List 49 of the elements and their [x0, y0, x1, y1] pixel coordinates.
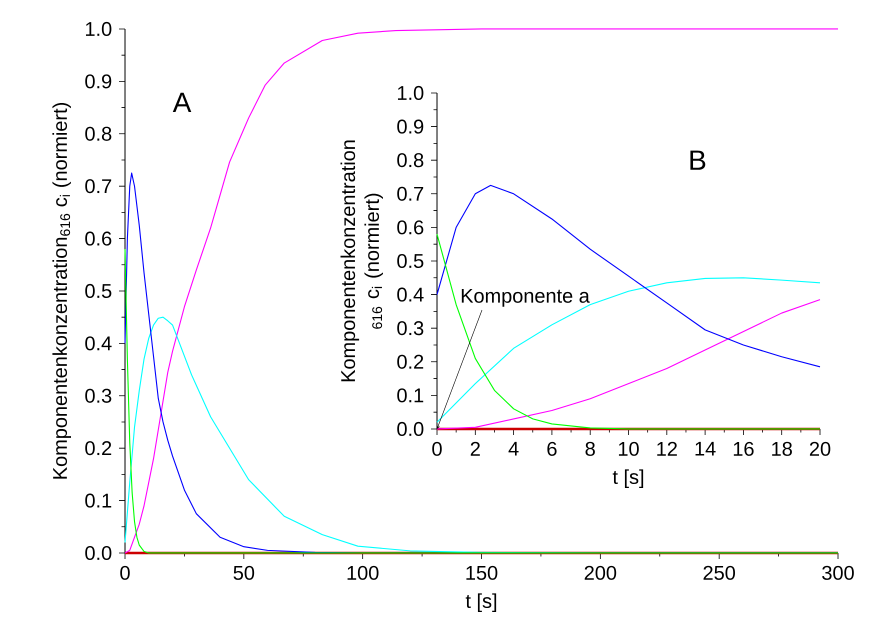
x-axis-title: t [s] — [466, 593, 496, 612]
y-tick-label: 0.5 — [397, 254, 424, 268]
x-tick-label: 300 — [822, 566, 854, 580]
annotation: B — [690, 150, 706, 170]
y-tick-label: 0.8 — [397, 153, 424, 168]
y-tick-label: 0.9 — [85, 74, 112, 88]
y-tick-label: 0.5 — [85, 284, 112, 298]
x-tick-label: 14 — [696, 442, 716, 456]
y-tick-label: 0.0 — [85, 546, 112, 560]
y-tick-label: 0.3 — [397, 321, 424, 336]
line-series — [436, 234, 821, 430]
x-tick-label: 250 — [704, 566, 736, 580]
x-tick-label: 200 — [584, 566, 616, 580]
y-tick-label: 0.1 — [397, 388, 424, 402]
x-tick-label: 10 — [618, 442, 639, 456]
line-series — [436, 184, 821, 368]
x-tick-label: 150 — [466, 566, 498, 580]
y-tick-label: 0.9 — [397, 120, 424, 134]
x-tick-label: 20 — [810, 442, 830, 456]
x-tick-label: 2 — [470, 442, 480, 456]
y-tick-label: 1.0 — [86, 22, 112, 36]
y-axis-title: Komponentenkonzentration$_{616}$ c$_{i}$ (normiert) — [52, 103, 71, 479]
y-tick-label: 0.2 — [85, 441, 112, 456]
x-tick-label: 50 — [234, 566, 254, 580]
x-axis-title: t [s] — [612, 469, 644, 488]
y-tick-label: 1.0 — [398, 86, 424, 100]
y-tick-label: 0.7 — [397, 186, 424, 201]
y-tick-label: 0.1 — [85, 494, 112, 508]
x-tick-label: 0 — [432, 442, 442, 456]
x-tick-label: 6 — [547, 442, 557, 456]
x-tick-label: 0 — [120, 566, 130, 580]
annotation: Komponente a — [462, 288, 590, 307]
x-tick-label: 18 — [772, 442, 792, 456]
y-tick-label: 0.7 — [85, 179, 112, 194]
y-tick-label: 0.0 — [397, 422, 424, 436]
y-tick-label: 0.3 — [85, 388, 112, 403]
line-series — [436, 277, 821, 423]
y-tick-label: 0.6 — [85, 232, 112, 246]
annotation: A — [172, 92, 192, 112]
y-tick-label: 0.8 — [85, 126, 112, 141]
x-tick-label: 12 — [657, 442, 677, 456]
x-tick-label: 4 — [508, 442, 519, 456]
x-tick-label: 16 — [734, 442, 754, 456]
x-tick-label: 100 — [348, 566, 379, 580]
y-tick-label: 0.2 — [397, 354, 424, 369]
x-tick-label: 8 — [586, 442, 595, 456]
y-tick-label: 0.4 — [85, 336, 112, 350]
y-tick-label: 0.6 — [397, 220, 424, 234]
y-tick-label: 0.4 — [397, 288, 424, 302]
